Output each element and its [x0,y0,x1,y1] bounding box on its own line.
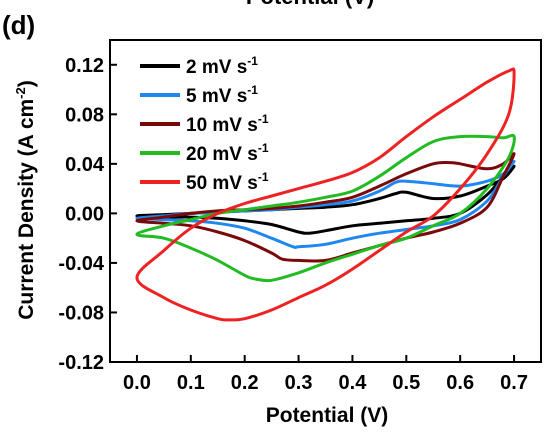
x-tick-label: 0.1 [177,372,205,394]
y-tick-label: -0.08 [58,302,104,324]
x-axis-label: Potential (V) [266,404,389,427]
y-axis-label-sup: -2 [13,87,28,99]
x-tick-label: 0.3 [285,372,313,394]
y-tick-label: -0.12 [58,352,104,374]
y-axis-label: Current Density (A cm-2) [13,80,38,320]
legend-label-5-mv: 5 mV s-1 [186,83,258,107]
panel-label: (d) [2,10,35,40]
plot-frame [109,39,542,363]
y-tick-label: 0.12 [65,55,104,77]
y-tick-label: 0.08 [65,104,104,126]
y-axis-label-main: Current Density (A cm [15,99,38,320]
legend-label-10-mv: 10 mV s-1 [186,112,269,136]
x-tick-label: 0.5 [392,372,420,394]
y-tick-label: 0.04 [65,154,105,176]
y-axis-label-close: ) [15,80,38,87]
x-tick-label: 0.6 [446,372,474,394]
y-tick-label: 0.00 [65,203,104,225]
legend-label-20-mv: 20 mV s-1 [186,141,269,165]
series-line-20-mv [135,133,516,283]
x-tick-label: 0.4 [339,372,368,394]
legend-label-50-mv: 50 mV s-1 [186,170,269,194]
x-tick-label: 0.7 [500,372,528,394]
legend-label-2-mv: 2 mV s-1 [186,54,258,78]
x-tick-label: 0.0 [123,372,151,394]
series-line-10-mv [135,152,516,263]
series-line-50-mv [135,67,516,322]
x-tick-label: 0.2 [231,372,259,394]
y-tick-label: -0.04 [58,253,104,275]
cut-top-title: Potential (V) [246,0,374,9]
